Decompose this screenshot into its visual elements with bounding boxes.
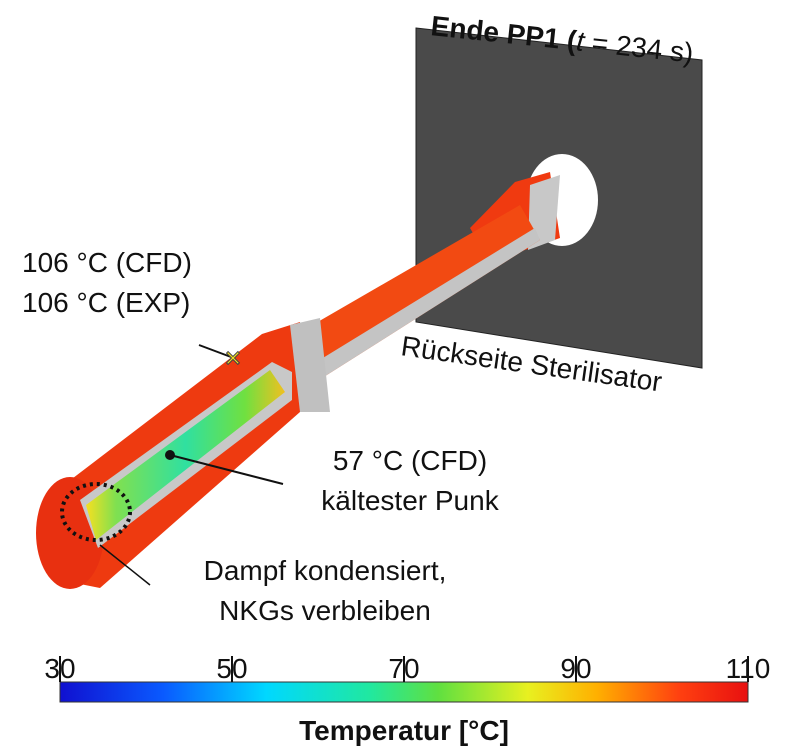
colorbar-tick-label: 50 [216, 653, 247, 684]
annotation: 106 °C (CFD) [22, 247, 192, 278]
figure: ✕ Ende PP1 (t = 234 s) 106 °C (CFD) 106 … [0, 0, 802, 753]
annotation: Dampf kondensiert, [204, 555, 447, 586]
colorbar-tick-label: 90 [560, 653, 591, 684]
colorbar-tick-label: 30 [44, 653, 75, 684]
colorbar-label: Temperatur [°C] [299, 715, 509, 746]
colorbar-tick-label: 110 [726, 653, 771, 684]
colorbar [60, 682, 748, 702]
annotation: NKGs verbleiben [219, 595, 431, 626]
annotation: kältester Punk [321, 485, 499, 516]
colorbar-tick-label: 70 [388, 653, 419, 684]
annotation: 57 °C (CFD) [333, 445, 487, 476]
annotation: 106 °C (EXP) [22, 287, 190, 318]
measure-point: ✕ [224, 346, 242, 371]
